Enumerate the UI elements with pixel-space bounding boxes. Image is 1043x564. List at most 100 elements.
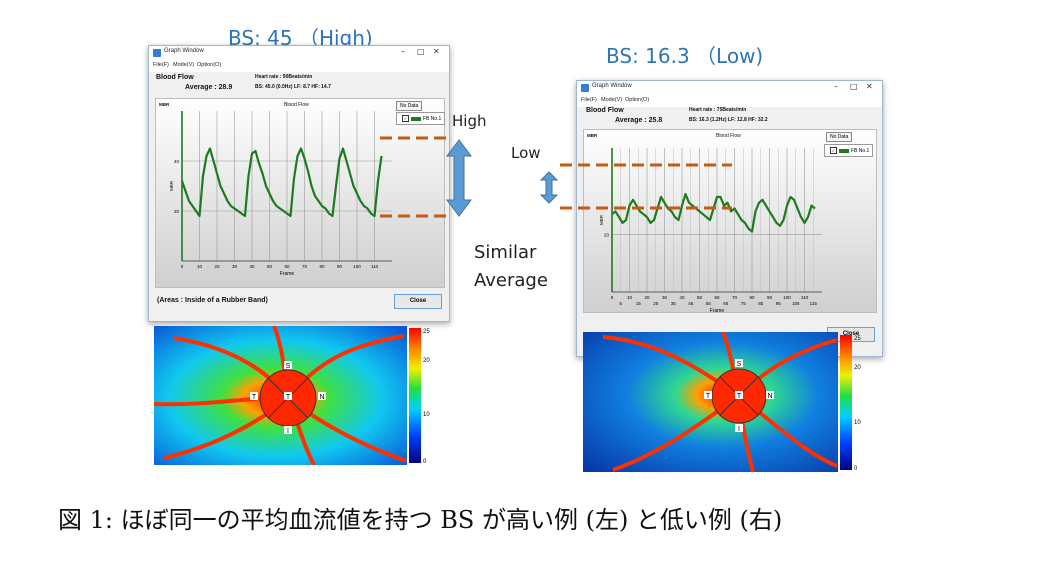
no-data-button[interactable]: No Data: [826, 132, 853, 142]
sector-t: T: [252, 394, 257, 401]
x-tick-label: 60: [284, 264, 290, 269]
figure-caption: 図 1: ほぼ同一の平均血流値を持つ BS が高い例 (左) と低い例 (右): [58, 506, 783, 534]
no-data-button[interactable]: No Data: [396, 101, 423, 111]
colorbar-tick: 20: [423, 358, 430, 364]
sector-s: S: [286, 363, 291, 370]
legend-label: FB No.1: [851, 147, 870, 154]
blood-flow-heading: Blood Flow: [586, 107, 624, 114]
chart-title: Blood Flow: [284, 102, 309, 108]
legend-checkbox[interactable]: ✓: [402, 115, 409, 122]
x-tick-label-minor: 55: [706, 301, 712, 306]
app-icon: [581, 84, 589, 92]
x-tick-label-minor: 35: [671, 301, 677, 306]
x-tick-label-minor: 5: [619, 301, 622, 306]
x-tick-label: 0: [611, 295, 614, 300]
menu-file[interactable]: File(F): [581, 97, 597, 103]
x-tick-label-minor: 95: [776, 301, 782, 306]
sector-center-box: [735, 391, 743, 399]
x-tick-label: 40: [249, 264, 255, 269]
x-tick-label: 100: [353, 264, 361, 269]
title-bar: Graph Window – □ ✕: [149, 46, 449, 60]
x-tick-label: 30: [662, 295, 668, 300]
sector-s: S: [737, 361, 742, 368]
sector-i-box: [284, 426, 292, 434]
maximize-icon[interactable]: □: [417, 47, 425, 56]
areas-label: (Areas : Inside of a Rubber Band): [157, 297, 268, 304]
sector-i: I: [738, 426, 740, 433]
menu-mode[interactable]: Mode(V): [601, 97, 623, 103]
minimize-icon[interactable]: –: [834, 82, 838, 91]
menu-mode[interactable]: Mode(V): [173, 62, 195, 68]
high-label: High: [452, 112, 487, 130]
colorbar-tick: 25: [423, 329, 430, 335]
x-tick-label: 90: [767, 295, 773, 300]
legend-checkbox[interactable]: ✓: [830, 147, 837, 154]
colorbar-tick: 10: [854, 420, 861, 426]
x-tick-label: 20: [214, 264, 220, 269]
window-title: Graph Window: [592, 83, 632, 89]
heatmap-right-svg: S T N I T 25 20 10 0: [583, 332, 861, 472]
mbr-tag: MBR: [159, 102, 170, 107]
y-axis-label: MBR: [599, 214, 604, 225]
app-icon: [153, 49, 161, 57]
x-tick-label: 20: [644, 295, 650, 300]
minimize-icon[interactable]: –: [401, 47, 405, 56]
colorbar-tick: 20: [854, 365, 861, 371]
legend-swatch: [411, 116, 421, 121]
legend-swatch: [839, 148, 849, 153]
x-tick-label: 30: [232, 264, 238, 269]
bs-low-label: BS: 16.3 （Low): [606, 44, 764, 68]
x-tick-label-minor: 25: [653, 301, 659, 306]
blood-flow-map-right: S T N I T 25 20 10 0: [583, 332, 873, 472]
blood-flow-chart-left: 0 10 20 30 40 50 60 70 80 90 100 110 20 40 Frame MBR: [169, 111, 392, 277]
colorbar-tick: 25: [854, 336, 861, 342]
sector-s-box: [284, 361, 292, 369]
menu-bar: File(F) Mode(V) Option(O): [577, 95, 882, 107]
sector-n: N: [319, 394, 324, 401]
sector-n: N: [767, 393, 772, 400]
x-tick-label: 80: [319, 264, 325, 269]
sector-t-box: [250, 392, 258, 400]
maximize-icon[interactable]: □: [850, 82, 858, 91]
blood-flow-map-left: S T N I T 25 20 10 0: [154, 326, 434, 465]
x-tick-label: 0: [181, 264, 184, 269]
window-title: Graph Window: [164, 48, 204, 54]
colorbar: [840, 335, 852, 470]
sector-n-box: [766, 391, 774, 399]
menu-option[interactable]: Option(O): [625, 97, 650, 103]
x-tick-label: 10: [627, 295, 633, 300]
x-tick-label-minor: 15: [636, 301, 642, 306]
x-tick-label-minor: 85: [758, 301, 764, 306]
bs-stats: BS: 16.3 (1.2Hz) LF: 12.8 HF: 32.2: [689, 117, 768, 123]
y-tick-label: 20: [604, 232, 610, 237]
y-axis-label: MBR: [169, 180, 174, 191]
sector-center-box: [284, 392, 292, 400]
average-value: Average : 25.8: [615, 117, 663, 124]
x-tick-label: 90: [337, 264, 343, 269]
heatmap-left-svg: S T N I T 25 20 10 0: [154, 326, 430, 465]
heart-rate: Heart rate : 75Beats/min: [689, 107, 747, 113]
legend: ✓ FB No.1: [824, 144, 874, 157]
x-tick-label: 100: [783, 295, 791, 300]
high-range-arrow: [446, 139, 472, 217]
low-label: Low: [511, 144, 541, 162]
mbr-tag: MBR: [587, 133, 598, 138]
bs-stats: BS: 45.0 (0.0Hz) LF: 8.7 HF: 14.7: [255, 84, 331, 90]
sector-center: T: [737, 393, 742, 400]
x-tick-label-minor: 75: [741, 301, 747, 306]
close-icon[interactable]: ✕: [433, 47, 440, 56]
average-value: Average : 28.9: [185, 84, 233, 91]
x-tick-label: 80: [749, 295, 755, 300]
x-axis-label: Frame: [280, 271, 295, 277]
legend-label: FB No.1: [423, 115, 442, 122]
menu-file[interactable]: File(F): [153, 62, 169, 68]
sector-s-box: [735, 359, 743, 367]
sector-n-box: [318, 392, 326, 400]
chart-panel: MBR Blood Flow No Data ✓ FB No.1 0 10 20 30 4…: [155, 98, 446, 288]
menu-option[interactable]: Option(O): [197, 62, 222, 68]
close-icon[interactable]: ✕: [866, 82, 873, 91]
heart-rate: Heart rate : 90Beats/min: [255, 74, 313, 80]
close-button[interactable]: Close: [394, 294, 442, 309]
sector-t: T: [706, 393, 711, 400]
